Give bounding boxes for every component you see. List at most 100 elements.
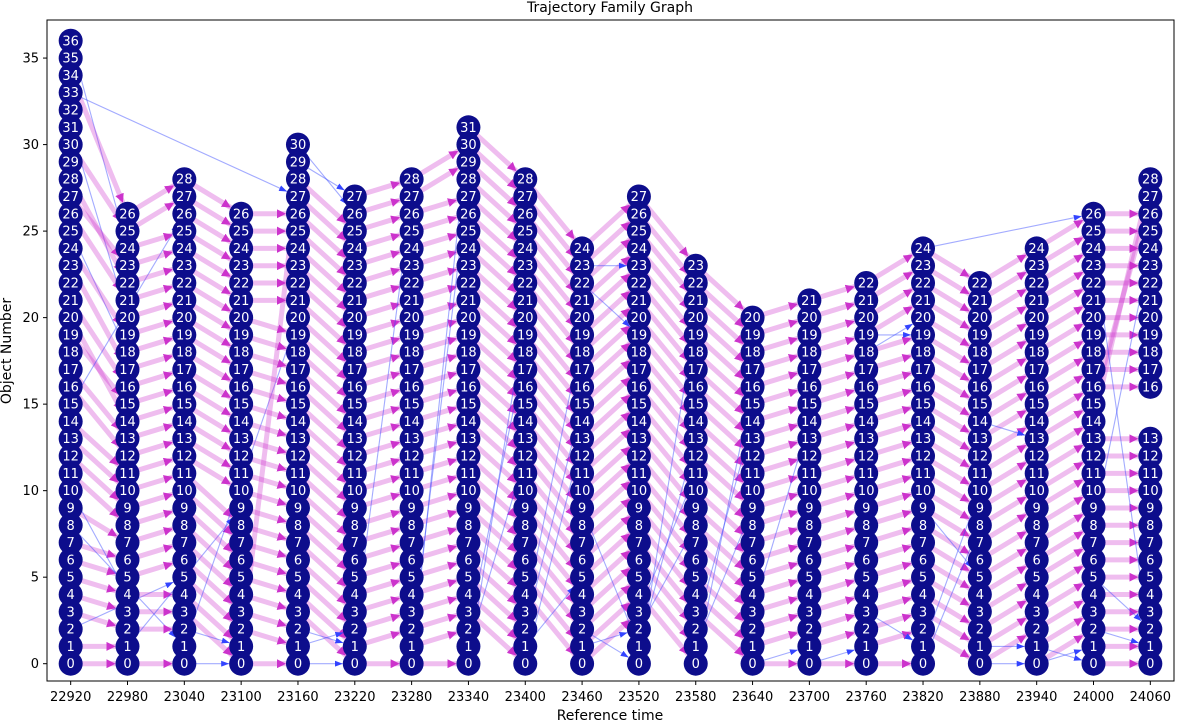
node-marker [513,322,538,347]
node-label: 27 [460,190,477,205]
trajectory-node: 6 [1081,547,1106,572]
node-marker [1024,461,1049,486]
node-label: 8 [407,519,415,534]
trajectory-node: 10 [399,478,424,503]
node-label: 7 [635,536,643,551]
node-label: 8 [123,519,131,534]
trajectory-node: 20 [456,305,481,330]
trajectory-node: 17 [967,357,992,382]
node-label: 4 [294,588,302,603]
node-label: 4 [748,588,756,603]
node-marker [285,513,310,538]
trajectory-node: 9 [342,495,367,520]
node-marker [342,478,367,503]
trajectory-node: 18 [513,340,538,365]
node-label: 16 [574,380,591,395]
trajectory-node: 1 [683,634,708,659]
node-marker [626,651,651,676]
node-marker [456,409,481,434]
trajectory-node: 22 [626,271,651,296]
node-marker [1081,461,1106,486]
node-label: 25 [347,225,364,240]
node-label: 8 [1033,519,1041,534]
node-marker [342,495,367,520]
node-label: 23 [403,259,420,274]
node-label: 12 [915,450,932,465]
node-marker [740,357,765,382]
node-marker [229,288,254,313]
trajectory-node: 5 [229,565,254,590]
trajectory-node: 2 [626,617,651,642]
node-label: 0 [521,657,529,672]
node-label: 28 [1142,173,1159,188]
node-label: 14 [460,415,477,430]
node-marker [115,305,140,330]
node-marker [1081,374,1106,399]
node-label: 18 [574,346,591,361]
node-marker [58,28,83,53]
node-label: 2 [919,623,927,638]
node-marker [570,444,595,469]
node-marker [626,565,651,590]
node-marker [740,599,765,624]
trajectory-node: 0 [854,651,879,676]
node-marker [342,201,367,226]
node-label: 2 [294,623,302,638]
node-marker [513,565,538,590]
node-label: 18 [1142,346,1159,361]
trajectory-node: 21 [911,288,936,313]
node-label: 17 [1085,363,1102,378]
node-marker [342,219,367,244]
node-label: 11 [403,467,420,482]
node-label: 12 [801,450,818,465]
trajectory-node: 7 [285,530,310,555]
node-marker [58,651,83,676]
trajectory-node: 11 [513,461,538,486]
node-label: 0 [919,657,927,672]
node-marker [1024,392,1049,417]
trajectory-node: 6 [115,547,140,572]
node-marker [1081,426,1106,451]
node-label: 10 [460,484,477,499]
node-marker [115,565,140,590]
trajectory-node: 7 [570,530,595,555]
trajectory-node: 0 [1081,651,1106,676]
node-label: 22 [119,277,136,292]
trajectory-node: 13 [115,426,140,451]
node-marker [285,634,310,659]
node-marker [342,565,367,590]
node-label: 17 [687,363,704,378]
trajectory-node: 12 [967,444,992,469]
node-marker [1081,219,1106,244]
node-label: 3 [464,605,472,620]
node-label: 10 [687,484,704,499]
trajectory-node: 11 [172,461,197,486]
node-label: 33 [62,86,79,101]
node-marker [342,392,367,417]
trajectory-node: 21 [115,288,140,313]
trajectory-node: 1 [911,634,936,659]
trajectory-node: 22 [115,271,140,296]
trajectory-node: 10 [967,478,992,503]
node-label: 28 [176,173,193,188]
node-marker [172,565,197,590]
node-label: 26 [290,207,307,222]
trajectory-node: 16 [399,374,424,399]
trajectory-node: 17 [854,357,879,382]
node-marker [456,513,481,538]
trajectory-node: 6 [58,547,83,572]
trajectory-node: 29 [58,149,83,174]
node-marker [285,253,310,278]
node-marker [911,374,936,399]
trajectory-node: 27 [456,184,481,209]
node-label: 10 [290,484,307,499]
trajectory-node: 7 [854,530,879,555]
node-marker [683,288,708,313]
node-marker [58,46,83,71]
node-marker [740,547,765,572]
node-marker [58,426,83,451]
trajectory-node: 23 [58,253,83,278]
node-marker [797,513,822,538]
trajectory-node: 23 [342,253,367,278]
trajectory-node: 15 [229,392,254,417]
